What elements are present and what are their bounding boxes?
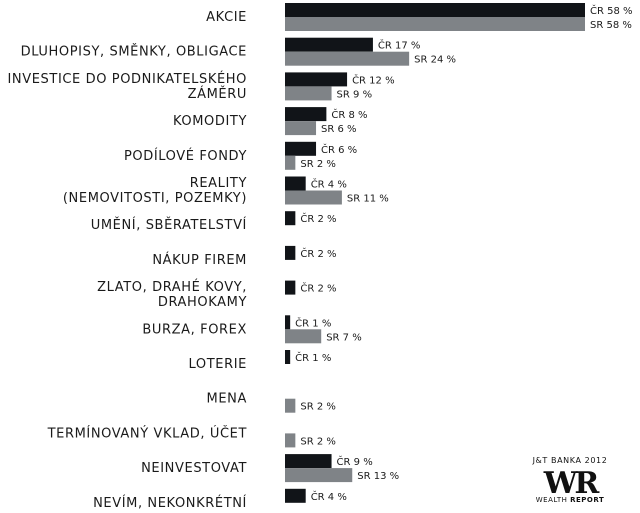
category-label-line: PODÍLOVÉ FONDY [124,148,247,164]
value-label-sr: SR 9 % [337,89,373,100]
category-label: ZLATO, DRAHÉ KOVY, DRAHOKAMY [97,279,247,310]
category-label: AKCIE [206,10,247,25]
category-label-line: TERMÍNOVANÝ VKLAD, ÚČET [47,425,247,441]
bar-cr [285,211,296,226]
category-label-line: NEINVESTOVAT [141,461,247,476]
category-label: NEINVESTOVAT [141,461,247,476]
bar-cr [285,454,332,469]
bar-sr [285,190,342,205]
category-label-line: REALITY [190,176,247,191]
bar-sr [285,51,410,66]
category-label-line: ZÁMĚRU [188,86,247,102]
bar-sr [285,17,585,31]
value-label-cr: ČR 58 % [590,4,633,17]
category-label: LOTERIE [189,357,247,372]
bar-sr [285,468,353,483]
value-label-sr: SR 2 % [300,159,336,170]
value-label-sr: SR 24 % [414,55,456,66]
category-label-line: AKCIE [206,10,247,25]
category-label-line: MENA [207,392,247,407]
category-label-line: NEVÍM, NEKONKRÉTNÍ [93,495,247,511]
bar-cr [285,176,306,191]
category-label-line: NÁKUP FIREM [152,252,247,268]
logo-mark-text: WR [543,466,600,496]
logo-bottom-text: WEALTH REPORT [535,496,605,504]
category-label: MENA [207,392,247,407]
category-label-line: DRAHOKAMY [158,295,247,310]
value-label-sr: SR 58 % [590,20,632,31]
value-label-cr: ČR 2 % [300,282,336,295]
bar-cr [285,72,348,87]
value-label-cr: ČR 9 % [337,455,373,468]
value-label-sr: SR 2 % [300,402,336,413]
bar-sr [285,155,296,170]
category-label-line: LOTERIE [189,357,247,372]
bar-cr [285,315,291,330]
value-label-sr: SR 13 % [357,471,399,482]
category-label-line: KOMODITY [173,114,247,129]
category-label: INVESTICE DO PODNIKATELSKÉHO ZÁMĚRU [7,71,247,102]
bar-cr [285,37,373,52]
wr-logo-mark: WR [543,466,600,496]
value-label-cr: ČR 17 % [378,39,421,52]
bar-sr [285,433,296,448]
bar-cr [285,245,296,260]
bar-sr [285,398,296,413]
category-label-line: (NEMOVITOSTI, POZEMKY) [63,191,247,206]
category-label: BURZA, FOREX [142,322,247,337]
bar-sr [285,121,317,136]
category-label: NEVÍM, NEKONKRÉTNÍ [93,495,247,511]
category-label-line: INVESTICE DO PODNIKATELSKÉHO [7,71,247,87]
value-label-cr: ČR 1 % [295,316,331,329]
category-label-line: ZLATO, DRAHÉ KOVY, [97,279,247,295]
category-label: NÁKUP FIREM [152,252,247,268]
value-label-cr: ČR 4 % [311,490,347,503]
value-label-sr: SR 2 % [300,436,336,447]
bar-cr [285,141,317,156]
bar-sr [285,86,332,101]
category-label: UMĚNÍ, SBĚRATELSTVÍ [91,217,247,233]
category-label: PODÍLOVÉ FONDY [124,148,247,164]
bar-cr [285,3,585,17]
category-label: DLUHOPISY, SMĚNKY, OBLIGACE [21,44,247,60]
value-label-cr: ČR 8 % [331,108,367,121]
wealth-report-logo: J&T BANKA 2012 WR WEALTH REPORT [528,456,612,504]
value-label-sr: SR 11 % [347,194,389,205]
value-label-sr: SR 7 % [326,332,362,343]
category-label-line: BURZA, FOREX [142,322,247,337]
value-label-cr: ČR 2 % [300,212,336,225]
bar-cr [285,107,327,122]
logo-top-text: J&T BANKA 2012 [532,456,608,465]
value-label-cr: ČR 2 % [300,247,336,260]
value-label-cr: ČR 12 % [352,73,395,86]
bar-cr [285,488,306,503]
value-label-cr: ČR 4 % [311,178,347,191]
value-label-cr: ČR 6 % [321,143,357,156]
bar-cr [285,280,296,295]
bar-cr [285,350,291,364]
category-label: KOMODITY [173,114,247,129]
bar-sr [285,329,322,344]
category-label: REALITY (NEMOVITOSTI, POZEMKY) [63,176,247,206]
value-label-cr: ČR 1 % [295,351,331,364]
value-label-sr: SR 6 % [321,124,357,135]
category-label: TERMÍNOVANÝ VKLAD, ÚČET [47,425,247,441]
category-label-line: UMĚNÍ, SBĚRATELSTVÍ [91,217,247,233]
category-label-line: DLUHOPISY, SMĚNKY, OBLIGACE [21,44,247,60]
